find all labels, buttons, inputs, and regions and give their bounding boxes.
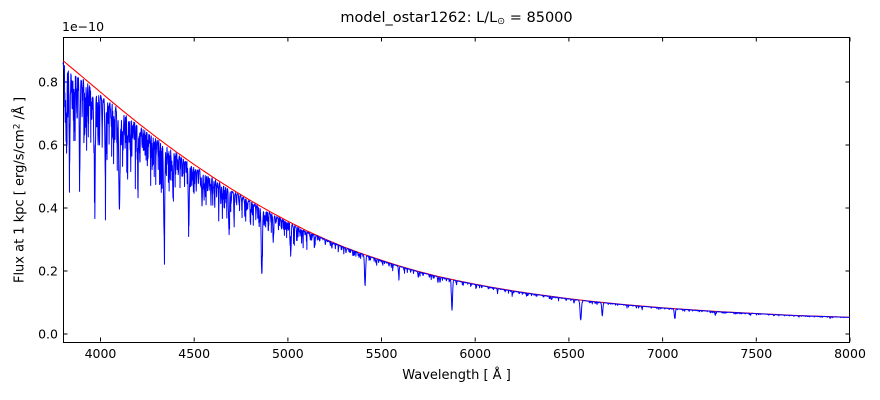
chart-title-suffix: = 85000 [505,10,573,26]
axes-frame [63,37,850,343]
y-tick-label: 0.8 [38,74,58,90]
x-tick-label: 6000 [459,346,492,361]
x-tick-label: 8000 [834,346,866,361]
x-tick-label: 7500 [740,346,773,361]
x-tick-label: 4000 [84,346,117,361]
axis-ticks [63,37,851,342]
y-axis-label-suffix: /Å ] [12,96,28,124]
y-tick-label: 0.2 [38,263,58,279]
y-tick-label: 0.0 [38,326,58,342]
y-tick-label: 0.4 [38,200,58,216]
x-tick-label: 5500 [365,346,398,361]
sun-symbol: ⊙ [497,16,506,27]
x-tick-label: 6500 [553,346,585,361]
y-axis-label: Flux at 1 kpc [ erg/s/cm2 /Å ] [13,97,28,283]
x-tick-label: 4500 [178,346,211,361]
superscript-2: 2 [12,123,23,130]
y-axis-label-prefix: Flux at 1 kpc [ erg/s/cm [12,129,28,284]
chart-title-prefix: model_ostar1262: L/L [340,10,498,26]
x-tick-label: 5000 [271,346,304,361]
spectrum-line [62,62,851,321]
x-axis-label: Wavelength [ Å ] [402,368,511,383]
continuum-line [62,60,851,318]
y-axis-offset-text: 1e−10 [62,19,105,34]
y-tick-label: 0.6 [38,137,58,153]
chart-title: model_ostar1262: L/L⊙ = 85000 [63,10,850,27]
x-tick-label: 7000 [646,346,679,361]
